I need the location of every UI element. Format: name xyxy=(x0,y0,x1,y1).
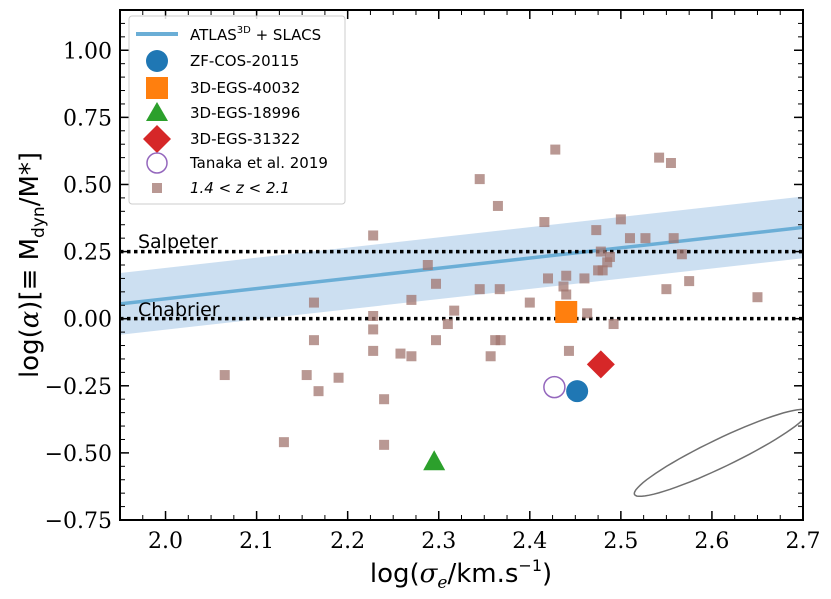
x-tick-label: 2.6 xyxy=(694,529,729,554)
y-tick-label: 0.75 xyxy=(63,106,112,131)
x-tick-label: 2.3 xyxy=(421,529,456,554)
legend: ATLAS3D + SLACS ZF-COS-20115 3D-EGS-4003… xyxy=(128,15,346,205)
legend-label-redshift-sample: 1.4 < z < 2.1 xyxy=(190,179,290,197)
legend-marker-3d-egs-31322 xyxy=(143,125,171,153)
data-point-1-4-z-2-1-34 xyxy=(561,270,572,281)
y-tick-label: −0.50 xyxy=(45,442,112,467)
data-point-1-4-z-2-1-44 xyxy=(608,319,619,330)
legend-label-3d-egs-40032: 3D-EGS-40032 xyxy=(190,79,300,97)
legend-marker-3d-egs-40032 xyxy=(146,77,168,99)
data-point-1-4-z-2-1-37 xyxy=(582,308,593,319)
y-tick-label: 0.25 xyxy=(63,241,112,266)
data-point-3d-egs-31322 xyxy=(586,350,615,379)
y-tick-label: −0.25 xyxy=(45,375,112,400)
legend-marker-tanaka xyxy=(146,152,168,174)
data-point-1-4-z-2-1-32 xyxy=(558,281,569,292)
x-axis-title: log(σe/km.s−1) xyxy=(370,556,552,593)
data-point-1-4-z-2-1-13 xyxy=(395,348,406,359)
data-point-1-4-z-2-1-16 xyxy=(422,260,433,270)
data-point-1-4-z-2-1-49 xyxy=(661,284,672,295)
data-point-1-4-z-2-1-15 xyxy=(406,351,417,362)
data-point-1-4-z-2-1-17 xyxy=(431,278,442,289)
data-point-3d-egs-18996 xyxy=(423,450,446,471)
data-point-1-4-z-2-1-5 xyxy=(313,386,324,397)
data-point-3d-egs-40032 xyxy=(555,300,578,323)
error-ellipse xyxy=(633,408,803,498)
data-point-1-4-z-2-1-31 xyxy=(550,144,561,155)
data-point-1-4-z-2-1-22 xyxy=(474,284,485,295)
data-point-1-4-z-2-1-51 xyxy=(668,233,679,244)
data-point-1-4-z-2-1-33 xyxy=(561,289,572,300)
data-point-1-4-z-2-1-14 xyxy=(406,294,417,305)
data-point-1-4-z-2-1-40 xyxy=(595,246,606,257)
data-point-1-4-z-2-1-45 xyxy=(615,214,626,225)
legend-box xyxy=(128,15,346,205)
legend-marker-redshift-sample xyxy=(152,183,162,193)
data-point-1-4-z-2-1-41 xyxy=(597,265,608,276)
data-point-1-4-z-2-1-53 xyxy=(684,276,695,287)
chabrier-label: Chabrier xyxy=(138,299,220,321)
y-axis-title: log(α)[≡ Mdyn/M*] xyxy=(15,152,49,378)
data-point-1-4-z-2-1-9 xyxy=(368,324,379,335)
x-tick-label: 2.5 xyxy=(603,529,638,554)
data-point-1-4-z-2-1-6 xyxy=(333,372,344,383)
data-point-1-4-z-2-1-23 xyxy=(485,351,496,362)
data-point-1-4-z-2-1-48 xyxy=(654,152,665,163)
y-tick-label: 1.00 xyxy=(63,39,112,64)
data-point-1-4-z-2-1-25 xyxy=(492,200,503,211)
legend-label-3d-egs-18996: 3D-EGS-18996 xyxy=(190,104,300,122)
x-tick-label: 2.1 xyxy=(239,529,274,554)
legend-label-tanaka: Tanaka et al. 2019 xyxy=(189,154,328,172)
legend-label-zf-cos-20115: ZF-COS-20115 xyxy=(190,52,299,70)
data-point-1-4-z-2-1-12 xyxy=(379,439,390,450)
legend-marker-zf-cos-20115 xyxy=(146,50,168,72)
data-point-1-4-z-2-1-30 xyxy=(543,273,554,284)
data-point-1-4-z-2-1-8 xyxy=(368,311,379,321)
x-tick-label: 2.0 xyxy=(148,529,183,554)
legend-label-3d-egs-31322: 3D-EGS-31322 xyxy=(190,130,300,148)
data-point-1-4-z-2-1-54 xyxy=(752,292,763,303)
data-point-1-4-z-2-1-42 xyxy=(602,257,613,268)
data-point-1-4-z-2-1-3 xyxy=(308,297,319,308)
y-tick-label: −0.75 xyxy=(45,509,112,534)
data-point-1-4-z-2-1-29 xyxy=(539,217,550,228)
x-tick-label: 2.4 xyxy=(512,529,547,554)
data-point-1-4-z-2-1-52 xyxy=(676,249,687,260)
fit-line xyxy=(120,225,803,306)
x-tick-label: 2.2 xyxy=(330,529,365,554)
data-point-1-4-z-2-1-46 xyxy=(624,233,635,244)
salpeter-label: Salpeter xyxy=(138,231,218,253)
legend-marker-3d-egs-18996 xyxy=(146,102,168,121)
data-point-1-4-z-2-1-43 xyxy=(604,251,615,262)
legend-label-fit: ATLAS3D + SLACS xyxy=(190,25,321,44)
data-point-1-4-z-2-1-1 xyxy=(278,437,289,448)
data-point-1-4-z-2-1-4 xyxy=(308,335,319,346)
data-point-1-4-z-2-1-10 xyxy=(368,345,379,356)
data-point-tanaka-et-al-2019 xyxy=(543,375,566,399)
x-tick-label: 2.7 xyxy=(786,529,821,554)
data-point-1-4-z-2-1-36 xyxy=(579,273,590,284)
data-point-1-4-z-2-1-24 xyxy=(490,335,501,346)
data-point-1-4-z-2-1-47 xyxy=(640,233,651,244)
data-point-1-4-z-2-1-2 xyxy=(301,370,312,381)
data-point-1-4-z-2-1-19 xyxy=(442,319,453,330)
data-point-1-4-z-2-1-28 xyxy=(524,297,535,308)
y-tick-label: 0.50 xyxy=(63,173,112,198)
data-point-1-4-z-2-1-38 xyxy=(591,225,602,236)
data-point-1-4-z-2-1-27 xyxy=(495,335,506,346)
data-point-zf-cos-20115 xyxy=(566,380,589,403)
data-point-1-4-z-2-1-50 xyxy=(665,158,676,168)
data-point-1-4-z-2-1-21 xyxy=(474,174,485,185)
data-point-1-4-z-2-1-18 xyxy=(431,335,442,346)
data-point-1-4-z-2-1-26 xyxy=(494,284,505,295)
data-point-1-4-z-2-1-0 xyxy=(219,370,230,381)
y-tick-label: 0.00 xyxy=(63,308,112,333)
data-point-1-4-z-2-1-7 xyxy=(368,230,379,241)
data-point-1-4-z-2-1-20 xyxy=(449,305,460,316)
data-point-1-4-z-2-1-11 xyxy=(379,394,390,405)
data-point-1-4-z-2-1-35 xyxy=(563,345,574,356)
